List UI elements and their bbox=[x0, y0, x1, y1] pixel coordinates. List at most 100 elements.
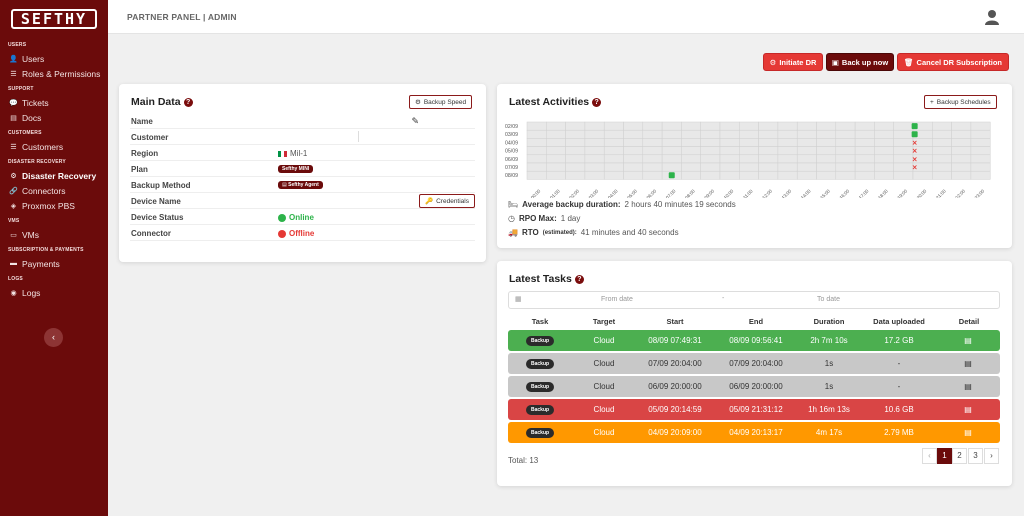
hour-label: 13:00 bbox=[781, 188, 793, 198]
date-range-filter[interactable]: ▦ From date - To date bbox=[508, 291, 1000, 309]
cell-end: 04/09 20:13:17 bbox=[729, 428, 783, 437]
hour-label: 21:00 bbox=[935, 188, 947, 198]
heatmap-cell bbox=[835, 162, 856, 172]
back-up-now-button[interactable]: ▣ Back up now bbox=[826, 53, 894, 71]
heatmap-cell bbox=[874, 146, 894, 156]
heatmap-cell bbox=[661, 121, 682, 131]
help-icon[interactable]: ? bbox=[574, 274, 584, 284]
name-row: Name ✎ bbox=[130, 113, 475, 129]
page-2-button[interactable]: 2 bbox=[952, 448, 967, 464]
heatmap-cell bbox=[661, 154, 682, 164]
sidebar-item-users[interactable]: 👤 Users bbox=[0, 51, 108, 66]
heatmap-cell bbox=[951, 154, 972, 164]
sidebar-item-customers[interactable]: ☰ Customers bbox=[0, 139, 108, 154]
heatmap-cell bbox=[816, 170, 837, 180]
help-icon[interactable]: ? bbox=[592, 97, 602, 107]
sidebar-item-docs[interactable]: ▤ Docs bbox=[0, 110, 108, 125]
heatmap-cell bbox=[584, 138, 605, 147]
table-row[interactable]: Backup Cloud 04/09 20:09:00 04/09 20:13:17 4… bbox=[508, 422, 1000, 443]
file-detail-icon[interactable]: ▤ bbox=[964, 336, 972, 345]
heatmap-cell bbox=[565, 129, 586, 139]
user-avatar-icon[interactable] bbox=[985, 9, 999, 25]
avg-duration-stat: 🛏 Average backup duration: 2 hours 40 minu… bbox=[508, 200, 736, 209]
sidebar-item-logs[interactable]: ◉ Logs bbox=[0, 285, 108, 300]
table-row[interactable]: Backup Cloud 08/09 07:49:31 08/09 09:56:41 2… bbox=[508, 330, 1000, 351]
table-row[interactable]: Backup Cloud 07/09 20:04:00 07/09 20:04:00 1… bbox=[508, 353, 1000, 374]
heatmap-cell bbox=[526, 162, 547, 172]
heatmap-cell bbox=[796, 146, 817, 156]
heatmap-cell bbox=[854, 162, 875, 172]
heatmap-cell bbox=[623, 162, 644, 172]
file-detail-icon[interactable]: ▤ bbox=[964, 382, 972, 391]
heatmap-cell bbox=[584, 162, 605, 172]
heatmap-cell bbox=[816, 121, 837, 131]
cell-start: 08/09 07:49:31 bbox=[648, 336, 702, 345]
table-row[interactable]: Backup Cloud 05/09 20:14:59 05/09 21:31:12 1… bbox=[508, 399, 1000, 420]
sidebar-item-disaster-recovery[interactable]: ⚙ Disaster Recovery bbox=[0, 168, 108, 183]
heatmap-cell bbox=[951, 162, 972, 172]
cell-target: Cloud bbox=[593, 336, 615, 345]
main-data-title: Main Data? bbox=[131, 96, 193, 108]
sidebar-item-proxmox-pbs[interactable]: ◈ Proxmox PBS bbox=[0, 198, 108, 213]
header-task: Task bbox=[531, 317, 549, 326]
heatmap-cell bbox=[816, 129, 837, 139]
sidebar-section: USERS 👤 Users ☰ Roles & Permissions bbox=[0, 42, 108, 81]
heatmap-cell bbox=[835, 146, 856, 156]
collapse-sidebar-button[interactable]: ‹ bbox=[44, 328, 63, 347]
sidebar-item-connectors[interactable]: 🔗 Connectors bbox=[0, 183, 108, 198]
to-date-input[interactable]: To date bbox=[817, 296, 840, 303]
heatmap-cell bbox=[546, 121, 566, 131]
sefthy-logo[interactable]: SEFTHY bbox=[11, 9, 97, 29]
heatmap-cell bbox=[719, 146, 740, 156]
hour-label: 14:00 bbox=[800, 188, 812, 198]
backup-schedules-button[interactable]: + Backup Schedules bbox=[924, 95, 997, 109]
monitor-icon: ▭ bbox=[10, 231, 17, 239]
offline-status-dot bbox=[278, 229, 286, 238]
header-duration: Duration bbox=[813, 317, 845, 326]
table-row[interactable]: Backup Cloud 06/09 20:00:00 06/09 20:00:00 1… bbox=[508, 376, 1000, 397]
heatmap-cell bbox=[681, 170, 701, 180]
heatmap-cell bbox=[835, 121, 856, 131]
backup-success-icon bbox=[911, 131, 918, 138]
header-detail: Detail bbox=[958, 317, 980, 326]
cancel-dr-subscription-button[interactable]: 🗑 Cancel DR Subscription bbox=[897, 53, 1009, 71]
sidebar-section: CUSTOMERS ☰ Customers bbox=[0, 130, 108, 154]
gear-icon: ⚙ bbox=[415, 99, 421, 106]
sidebar-item-payments[interactable]: ▬ Payments bbox=[0, 256, 108, 271]
prev-page-button[interactable]: ‹ bbox=[922, 448, 937, 464]
sidebar-item-tickets[interactable]: 💬 Tickets bbox=[0, 95, 108, 110]
heatmap-cell bbox=[893, 154, 914, 164]
heatmap-cell bbox=[874, 162, 894, 172]
from-date-input[interactable]: From date bbox=[601, 296, 633, 303]
heatmap-cell bbox=[777, 138, 798, 147]
help-icon[interactable]: ? bbox=[183, 97, 193, 107]
heatmap-cell bbox=[565, 170, 586, 180]
clock-icon: ◷ bbox=[508, 214, 515, 223]
cell-end: 08/09 09:56:41 bbox=[729, 336, 783, 345]
file-detail-icon[interactable]: ▤ bbox=[964, 428, 972, 437]
field-divider bbox=[358, 131, 359, 142]
file-detail-icon[interactable]: ▤ bbox=[964, 405, 972, 414]
page-3-button[interactable]: 3 bbox=[968, 448, 983, 464]
sidebar-item-roles-permissions[interactable]: ☰ Roles & Permissions bbox=[0, 66, 108, 81]
heatmap-cell bbox=[854, 170, 875, 180]
heatmap-cell bbox=[700, 154, 721, 164]
hour-label: 08:00 bbox=[684, 188, 696, 198]
heatmap-cell bbox=[584, 129, 605, 139]
sidebar-section-heading: CUSTOMERS bbox=[8, 130, 42, 136]
sidebar-item-vms[interactable]: ▭ VMs bbox=[0, 227, 108, 242]
heatmap-cell bbox=[546, 129, 566, 139]
backup-speed-button[interactable]: ⚙ Backup Speed bbox=[409, 95, 473, 109]
page-1-button[interactable]: 1 bbox=[937, 448, 952, 464]
heatmap-cell bbox=[796, 170, 817, 180]
heatmap-cell bbox=[719, 121, 740, 131]
credentials-button[interactable]: 🔑 Credentials bbox=[419, 194, 475, 208]
file-detail-icon[interactable]: ▤ bbox=[964, 359, 972, 368]
sidebar-item-label: Disaster Recovery bbox=[22, 170, 97, 181]
heatmap-cell bbox=[526, 129, 547, 139]
online-status-dot bbox=[278, 213, 286, 222]
next-page-button[interactable]: › bbox=[984, 448, 999, 464]
initiate-dr-button[interactable]: ⚙ Initiate DR bbox=[763, 53, 823, 71]
edit-icon[interactable]: ✎ bbox=[411, 116, 419, 126]
heatmap-cell bbox=[526, 146, 547, 156]
